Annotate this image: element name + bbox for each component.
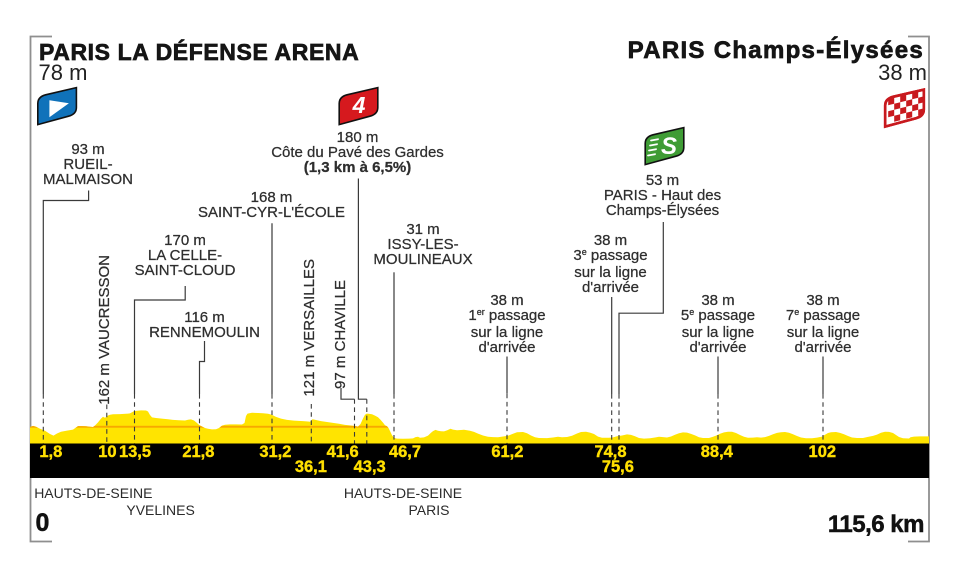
- svg-text:S: S: [661, 133, 677, 160]
- svg-text:4: 4: [352, 92, 366, 118]
